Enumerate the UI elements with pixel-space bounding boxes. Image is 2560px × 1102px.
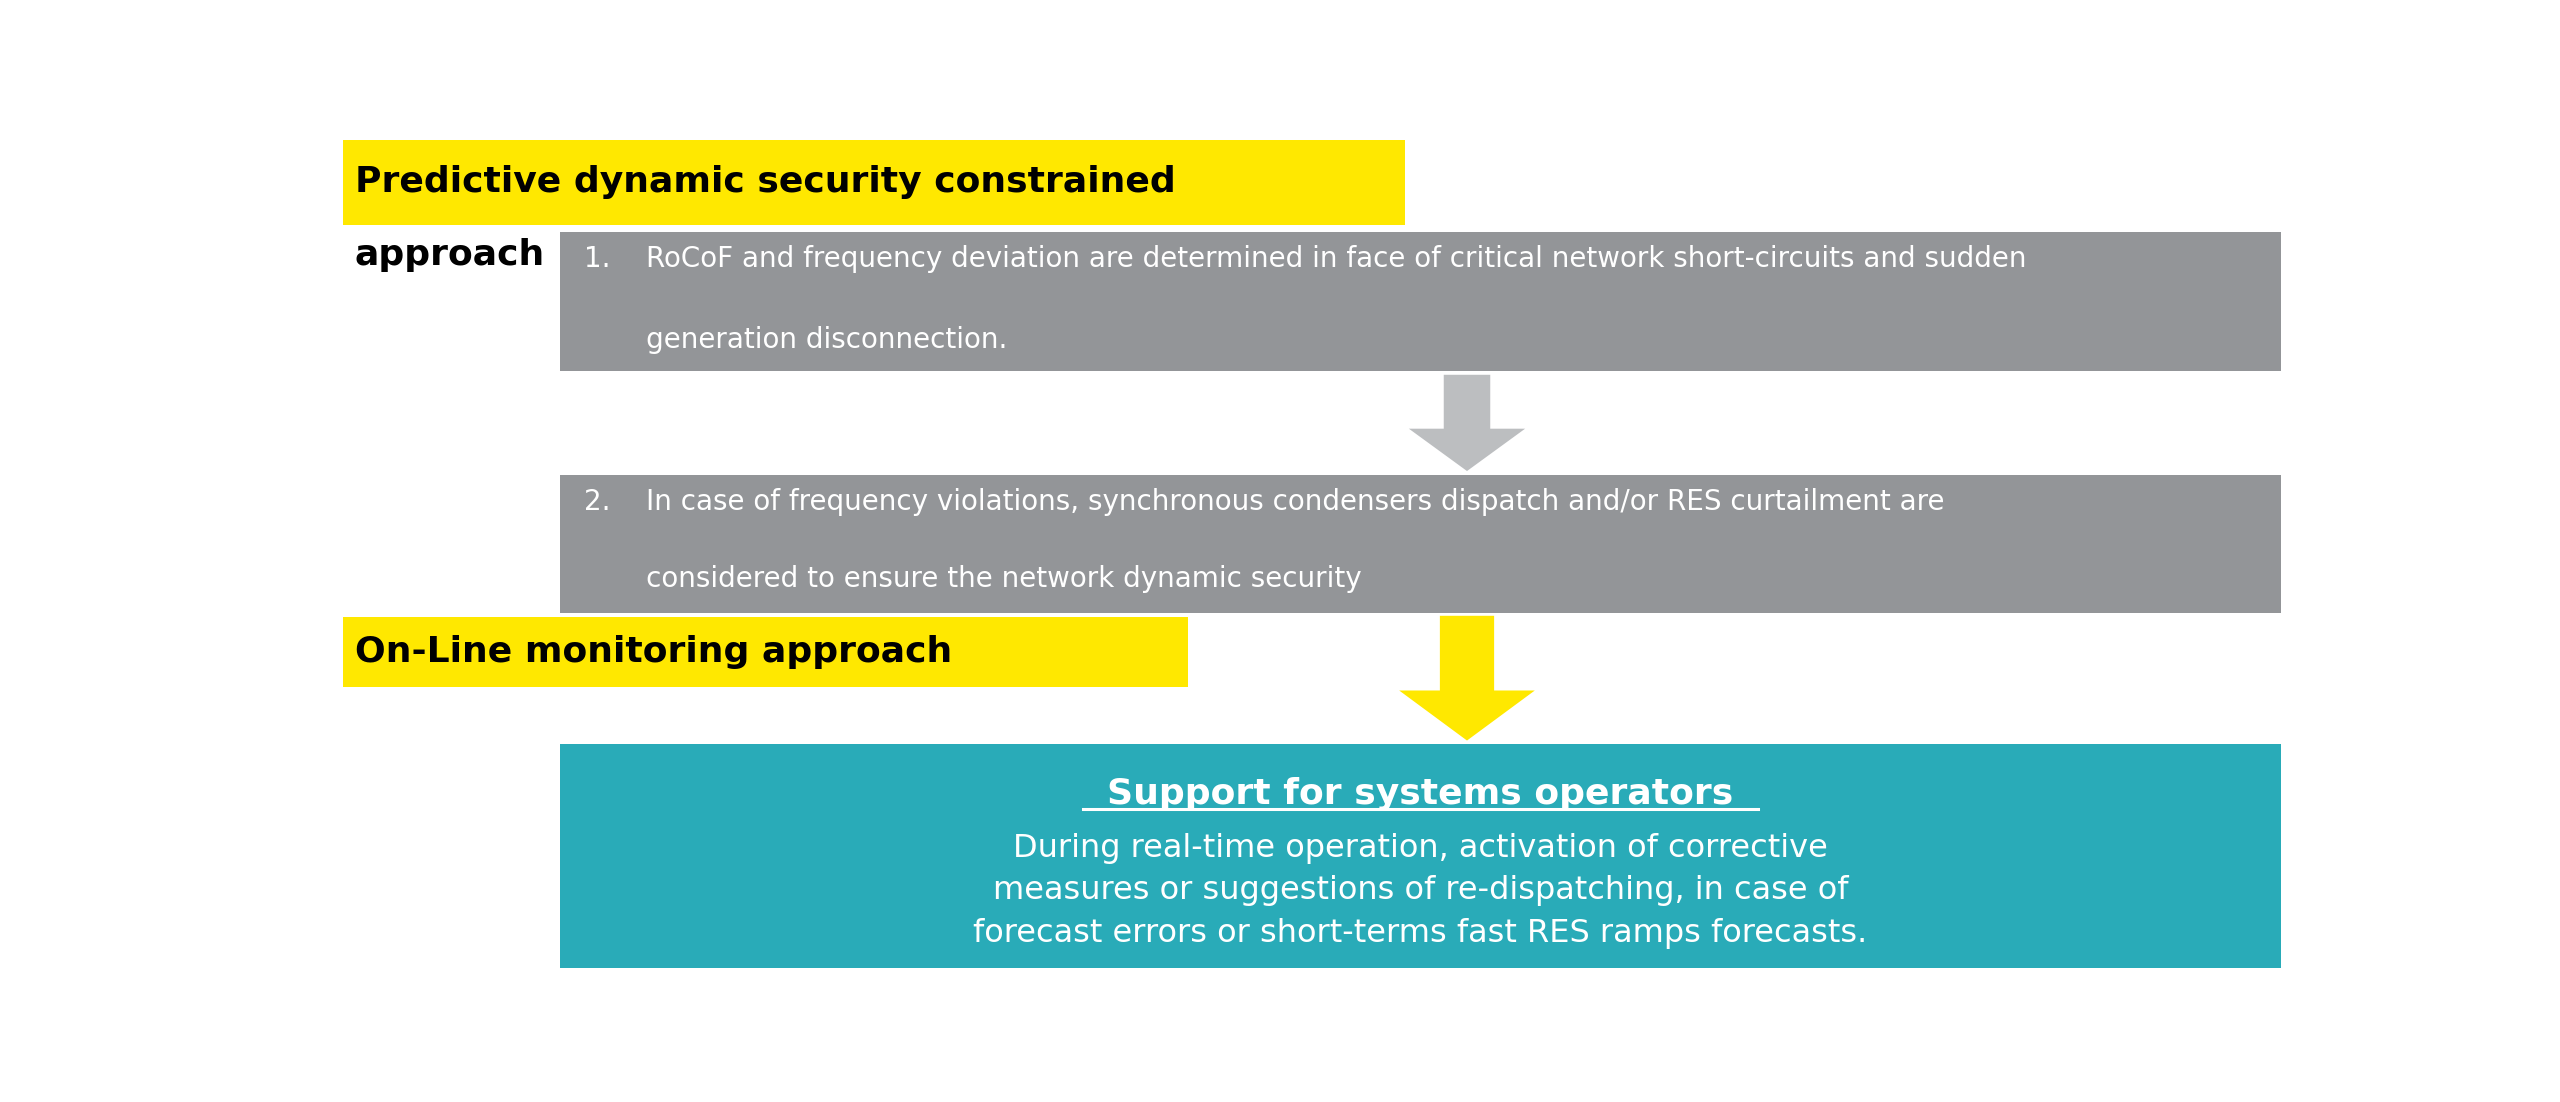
Text: 2.    In case of frequency violations, synchronous condensers dispatch and/or RE: 2. In case of frequency violations, sync…	[584, 488, 1943, 516]
Text: generation disconnection.: generation disconnection.	[584, 326, 1006, 354]
FancyBboxPatch shape	[561, 744, 2281, 968]
Text: approach: approach	[356, 238, 545, 272]
FancyBboxPatch shape	[561, 475, 2281, 614]
Text: On-Line monitoring approach: On-Line monitoring approach	[356, 635, 952, 669]
Text: During real-time operation, activation of corrective: During real-time operation, activation o…	[1014, 833, 1828, 864]
FancyBboxPatch shape	[561, 233, 2281, 371]
FancyBboxPatch shape	[343, 140, 1405, 225]
Text: measures or suggestions of re-dispatching, in case of: measures or suggestions of re-dispatchin…	[993, 875, 1848, 906]
Text: Support for systems operators: Support for systems operators	[1108, 777, 1733, 811]
FancyBboxPatch shape	[343, 617, 1188, 687]
Text: forecast errors or short-terms fast RES ramps forecasts.: forecast errors or short-terms fast RES …	[973, 918, 1869, 949]
Text: 1.    RoCoF and frequency deviation are determined in face of critical network s: 1. RoCoF and frequency deviation are det…	[584, 246, 2025, 273]
Text: considered to ensure the network dynamic security: considered to ensure the network dynamic…	[584, 565, 1362, 593]
Text: Predictive dynamic security constrained: Predictive dynamic security constrained	[356, 165, 1175, 199]
Polygon shape	[1400, 616, 1536, 741]
Polygon shape	[1408, 375, 1526, 471]
